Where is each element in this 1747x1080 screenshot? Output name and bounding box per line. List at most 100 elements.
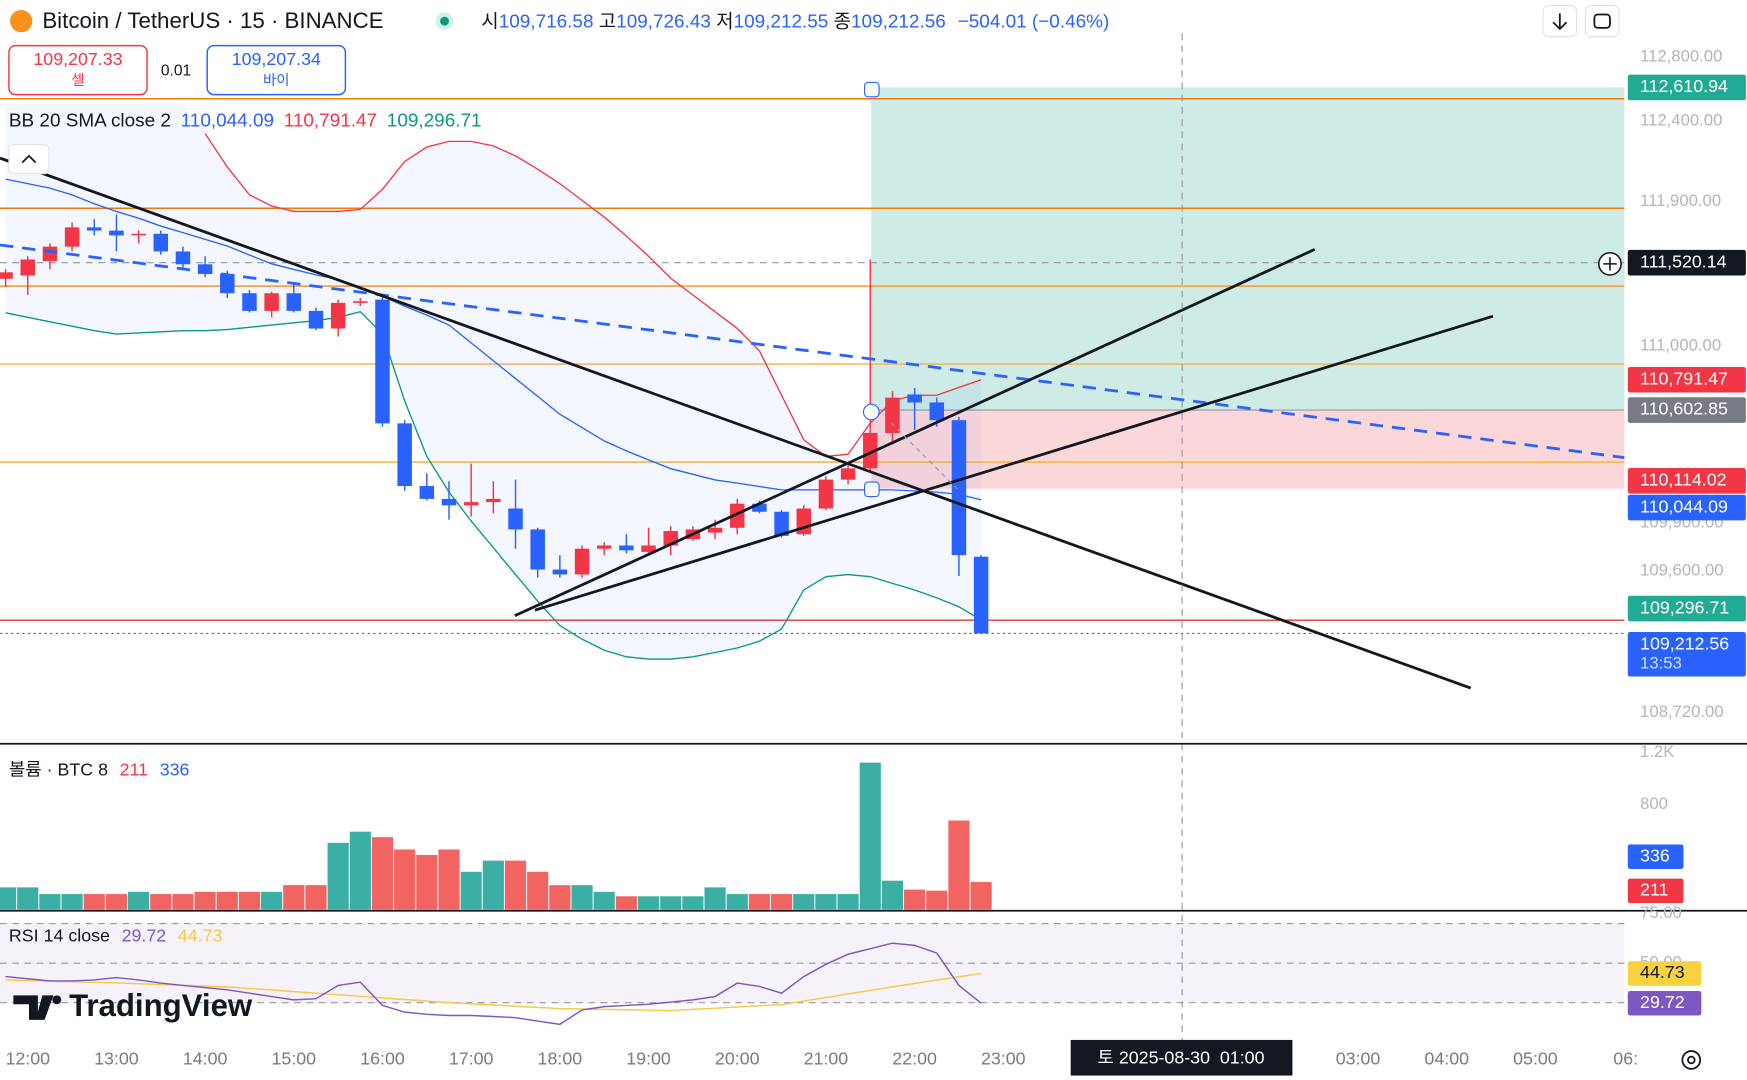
volume-bar (371, 837, 394, 910)
handle[interactable] (862, 403, 880, 421)
candle-body (530, 529, 545, 570)
candle-body (729, 503, 745, 528)
price-label-box (1627, 249, 1746, 276)
volume-bar (83, 894, 105, 910)
price-label: 110,044.09 (1640, 496, 1728, 516)
volume-bar (859, 762, 881, 910)
price-label-box (1627, 631, 1746, 677)
handle[interactable] (864, 81, 880, 98)
trend-line (0, 156, 1472, 690)
x-tick-label: 22:00 (892, 1049, 937, 1069)
ohlc-key: 고 (599, 11, 616, 32)
candle-body (87, 227, 102, 231)
buy-button[interactable] (206, 44, 347, 96)
volume-bar (571, 885, 593, 910)
sell-button[interactable] (8, 44, 148, 96)
volume-bar (593, 891, 615, 910)
volume-bar (216, 891, 238, 910)
volume-bar (549, 885, 571, 910)
y-tick-label: 112,400.00 (1640, 111, 1722, 130)
position-dash (890, 422, 959, 491)
candle-body (951, 420, 967, 556)
volume-bar (770, 894, 793, 910)
buy-price: 109,207.34 (232, 49, 321, 69)
volume-bar (39, 894, 61, 910)
volume-bar (948, 820, 970, 910)
tradingview-logo: TradingView (69, 988, 253, 1023)
candle-body (131, 233, 146, 236)
price-label: 110,602.85 (1640, 399, 1728, 419)
sell-label: 셀 (71, 72, 84, 89)
volume-bar (283, 885, 305, 910)
candle-body (153, 233, 169, 252)
candle-body (619, 545, 634, 551)
volume-bar (150, 894, 172, 910)
handle[interactable] (864, 481, 880, 498)
candle-body (419, 486, 435, 499)
volume-bar (660, 896, 682, 910)
volume-bar (305, 885, 327, 910)
candle-body (885, 397, 900, 434)
crosshair-time-box (1070, 1039, 1293, 1076)
axis-label-box (1627, 878, 1684, 904)
volume-bar (527, 871, 549, 910)
candle-body (973, 556, 989, 634)
fullscreen-icon (1593, 13, 1611, 29)
spread: 0.01 (161, 62, 191, 79)
candle-body (42, 246, 58, 262)
download-icon (1552, 13, 1568, 31)
chart-title: Bitcoin / TetherUS · 15 · BINANCE (42, 8, 383, 33)
volume-bar (128, 891, 150, 910)
ohlc-key: 저 (716, 10, 733, 32)
volume-bar (349, 831, 371, 910)
volume-pane (0, 762, 992, 910)
x-tick-label: 23:00 (981, 1049, 1026, 1069)
rsi-pane (0, 923, 1625, 1026)
candle-body (0, 272, 13, 279)
candle-body (242, 293, 257, 311)
rsi-title: RSI 14 close (9, 925, 110, 945)
price-label: 112,610.94 (1640, 76, 1728, 96)
volume-bar (261, 891, 283, 910)
settings-icon[interactable] (1681, 1050, 1702, 1070)
rsi-line (5, 972, 982, 1012)
add-alert-icon (1603, 257, 1617, 271)
buy-label: 바이 (263, 72, 290, 89)
axis-label: 336 (1640, 845, 1670, 865)
volume-bar (970, 882, 992, 910)
bb-line (5, 178, 982, 501)
y-tick-label: 109,600.00 (1640, 561, 1724, 580)
volume-bar (394, 849, 416, 910)
candle-body (64, 227, 80, 247)
volume-bar (926, 890, 948, 910)
price-label-box (1627, 74, 1746, 101)
collapse-button[interactable] (8, 144, 50, 175)
candle-body (596, 545, 612, 549)
rsi-line (5, 942, 982, 1026)
volume-bar (438, 849, 460, 910)
volume-bar (637, 896, 660, 910)
rsi-legend: RSI 14 close 29.72 44.73 (9, 925, 223, 945)
axis-label: 211 (1640, 880, 1669, 900)
x-tick-label: 05:00 (1513, 1049, 1558, 1069)
candle-body (508, 508, 523, 530)
fullscreen-button[interactable] (1584, 5, 1620, 38)
candle-body (707, 527, 723, 533)
volume-bar (416, 855, 438, 910)
axis-label-box (1627, 961, 1702, 986)
candle-body (20, 259, 35, 276)
volume-bar (504, 860, 527, 910)
volume-bar (105, 894, 128, 910)
trend-line (514, 248, 1316, 617)
price-label-box (1627, 366, 1746, 393)
status-dot (440, 16, 450, 26)
price-label: 109,296.71 (1640, 597, 1729, 617)
candle-body (486, 498, 501, 503)
candle-body (929, 402, 945, 421)
indicator-legend: BB 20 SMA close 2 110,044.09 110,791.47 … (9, 110, 482, 131)
x-tick-label: 14:00 (183, 1049, 228, 1069)
volume-bar (682, 896, 704, 910)
y-tick-label: 108,720.00 (1640, 702, 1724, 721)
dashed-trend-line (0, 243, 1625, 459)
y-tick-label: 1.2K (1640, 742, 1674, 761)
